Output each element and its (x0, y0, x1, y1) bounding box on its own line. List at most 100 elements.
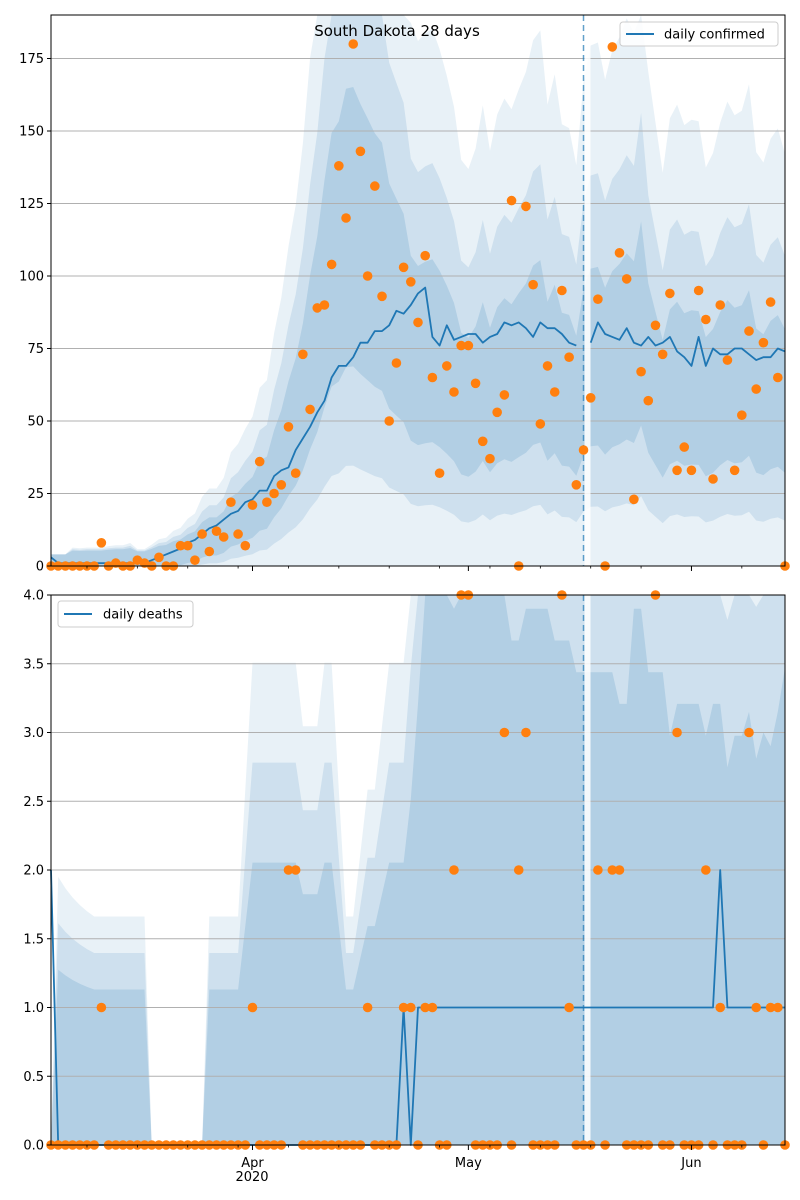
confirmed-legend: daily confirmed (619, 21, 779, 47)
confirmed-data-point (701, 314, 711, 325)
confirmed-data-point (571, 480, 582, 490)
confirmed-data-point (549, 387, 560, 397)
deaths-y-tick-label: 1.5 (23, 932, 44, 947)
deaths-data-point (607, 865, 618, 875)
deaths-data-point (593, 865, 603, 875)
deaths-data-point (362, 1002, 373, 1013)
confirmed-data-point (355, 146, 366, 157)
confirmed-data-point (305, 404, 315, 415)
confirmed-data-point (204, 546, 215, 557)
confirmed-data-point (765, 297, 776, 307)
confirmed-data-point (686, 465, 697, 476)
confirmed-data-point (218, 532, 229, 542)
deaths-data-point (751, 1002, 762, 1013)
confirmed-data-point (521, 201, 531, 212)
confirmed-data-point (636, 366, 646, 377)
confirmed-data-point (247, 500, 258, 510)
deaths-x-axis: Apr May Jun (86, 1145, 743, 1171)
confirmed-data-point (240, 540, 251, 551)
confirmed-data-point (535, 419, 546, 429)
confirmed-data-point (370, 181, 380, 191)
confirmed-data-point (585, 393, 596, 403)
deaths-y-tick-label: 2.0 (23, 864, 44, 879)
confirmed-y-tick-label: 0 (36, 560, 44, 575)
deaths-data-point (521, 727, 531, 738)
confirmed-data-point (413, 317, 423, 328)
confirmed-data-point (406, 277, 416, 287)
x-axis-year-label: 2020 (235, 1170, 268, 1185)
deaths-data-point (614, 865, 625, 875)
confirmed-data-point (672, 465, 682, 476)
confirmed-data-point (593, 294, 603, 305)
confirmed-data-point (722, 355, 733, 365)
confirmed-data-point (384, 416, 395, 426)
x-tick-label-jun: Jun (680, 1156, 701, 1171)
confirmed-data-point (477, 436, 488, 447)
confirmed-data-point (564, 352, 574, 363)
confirmed-y-tick-label: 50 (27, 415, 44, 430)
deaths-y-tick-label: 3.0 (23, 726, 44, 741)
confirmed-data-point (96, 538, 107, 548)
confirmed-panel: 0 25 50 75 100 125 150 175 South Dakota 28 days… (19, 14, 790, 575)
deaths-data-point (744, 727, 754, 738)
confirmed-data-point (254, 456, 265, 467)
confirmed-data-point (441, 361, 452, 371)
deaths-forecast-gap (584, 595, 591, 1145)
confirmed-data-point (226, 497, 236, 508)
deaths-legend-box (57, 600, 194, 628)
confirmed-data-point (737, 410, 747, 421)
confirmed-legend-label: daily confirmed (664, 28, 765, 43)
confirmed-data-point (456, 340, 466, 351)
confirmed-data-point (211, 526, 222, 536)
confirmed-data-point (470, 378, 481, 389)
confirmed-data-point (485, 453, 495, 464)
confirmed-y-tick-label: 125 (19, 197, 44, 212)
deaths-data-point (499, 727, 510, 738)
confirmed-data-point (614, 248, 625, 258)
confirmed-data-point (715, 300, 726, 310)
deaths-data-point (765, 1002, 776, 1013)
confirmed-data-point (362, 271, 373, 281)
deaths-data-point (715, 1002, 726, 1013)
deaths-data-point (427, 1002, 438, 1013)
confirmed-band-2 (51, 15, 785, 566)
confirmed-data-point (665, 288, 675, 299)
confirmed-y-tick-label: 25 (27, 487, 44, 502)
confirmed-line-segment-2 (589, 321, 786, 367)
deaths-data-point (420, 1002, 430, 1013)
deaths-legend-label: daily deaths (103, 608, 183, 623)
confirmed-y-tick-label: 150 (19, 125, 44, 140)
deaths-data-point (564, 1002, 574, 1013)
confirmed-data-point (319, 300, 330, 310)
confirmed-data-point (557, 285, 567, 296)
confirmed-data-point (233, 529, 243, 539)
deaths-y-tick-label: 0.5 (23, 1070, 44, 1085)
confirmed-data-point (463, 340, 474, 351)
confirmed-data-point (341, 213, 351, 223)
confirmed-y-tick-label: 100 (19, 270, 44, 285)
deaths-data-point (247, 1002, 258, 1013)
deaths-data-point (406, 1002, 416, 1013)
confirmed-data-point (629, 494, 639, 505)
deaths-panel: 0.0 0.5 1.0 1.5 2.0 2.5 3.0 3.5 4.0 Apr May Jun 20… (23, 589, 790, 1185)
confirmed-data-point (693, 285, 704, 296)
deaths-data-point (672, 727, 682, 738)
confirmed-data-point (679, 442, 690, 452)
confirmed-data-point (398, 262, 409, 273)
confirmed-data-point (607, 42, 618, 52)
confirmed-data-point (326, 259, 337, 270)
confirmed-data-point (334, 161, 344, 171)
confirmed-data-point (751, 384, 762, 394)
x-tick-label-apr: Apr (241, 1156, 264, 1171)
confirmed-data-point (643, 395, 654, 406)
confirmed-data-point (132, 555, 143, 565)
confirmed-data-point (290, 468, 301, 479)
deaths-data-point (773, 1002, 783, 1013)
confirmed-y-axis: 0 25 50 75 100 125 150 175 (19, 52, 51, 575)
confirmed-x-ticks (86, 566, 743, 571)
confirmed-data-point (729, 465, 740, 476)
confirmed-data-point (506, 195, 517, 206)
deaths-y-tick-label: 0.0 (23, 1139, 44, 1154)
confirmed-data-point (578, 445, 589, 455)
